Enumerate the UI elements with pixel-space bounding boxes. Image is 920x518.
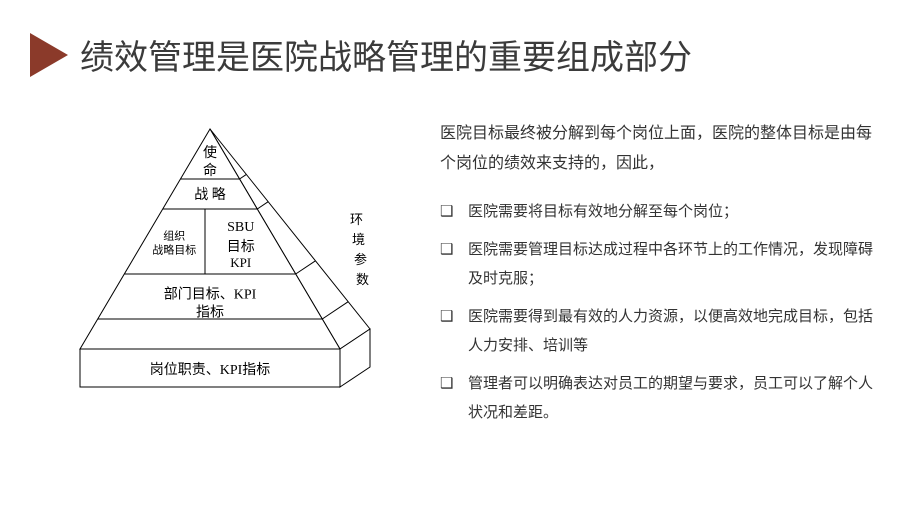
page-title: 绩效管理是医院战略管理的重要组成部分 — [80, 30, 692, 79]
text-column: 医院目标最终被分解到每个岗位上面，医院的整体目标是由每个岗位的绩效来支持的，因此… — [420, 119, 880, 437]
svg-text:KPI: KPI — [230, 255, 251, 270]
svg-text:部门目标、KPI: 部门目标、KPI — [164, 287, 257, 303]
svg-text:命: 命 — [203, 162, 217, 179]
svg-text:指标: 指标 — [196, 305, 224, 321]
bullet-item: 医院需要管理目标达成过程中各环节上的工作情况，发现障碍及时克服； — [440, 236, 880, 293]
bullet-item: 医院需要将目标有效地分解至每个岗位； — [440, 198, 880, 227]
svg-text:境: 境 — [352, 232, 365, 247]
content-area: 使命战 略组织战略目标 SBU 目标KPI 部门目标、KPI 指标岗位职责、KPI指标 环… — [0, 79, 920, 437]
title-row: 绩效管理是医院战略管理的重要组成部分 — [0, 0, 920, 79]
pyramid-diagram: 使命战 略组织战略目标 SBU 目标KPI 部门目标、KPI 指标岗位职责、KPI指标 环… — [70, 119, 390, 419]
svg-text:组织: 组织 — [163, 229, 185, 243]
bullet-item: 管理者可以明确表达对员工的期望与要求，员工可以了解个人状况和差距。 — [440, 370, 880, 427]
svg-text:使: 使 — [203, 144, 217, 161]
pyramid-column: 使命战 略组织战略目标 SBU 目标KPI 部门目标、KPI 指标岗位职责、KPI指标 环… — [40, 119, 420, 437]
pyramid-svg: 使命战 略组织战略目标 SBU 目标KPI 部门目标、KPI 指标岗位职责、KPI指标 环… — [70, 119, 390, 419]
svg-text:数: 数 — [356, 272, 369, 287]
bullet-item: 医院需要得到最有效的人力资源，以便高效地完成目标，包括人力安排、培训等 — [440, 303, 880, 360]
svg-text:环: 环 — [350, 212, 363, 227]
svg-text:战 略: 战 略 — [194, 187, 226, 203]
svg-text:岗位职责、KPI指标: 岗位职责、KPI指标 — [150, 362, 271, 378]
svg-text:目标: 目标 — [227, 239, 255, 255]
arrow-bullet-icon — [30, 33, 68, 77]
bullet-list: 医院需要将目标有效地分解至每个岗位； 医院需要管理目标达成过程中各环节上的工作情况… — [440, 198, 880, 428]
svg-text:参: 参 — [354, 252, 367, 267]
svg-text:战略目标: 战略目标 — [152, 243, 196, 257]
intro-paragraph: 医院目标最终被分解到每个岗位上面，医院的整体目标是由每个岗位的绩效来支持的，因此… — [440, 119, 880, 180]
svg-text:SBU: SBU — [227, 220, 254, 235]
